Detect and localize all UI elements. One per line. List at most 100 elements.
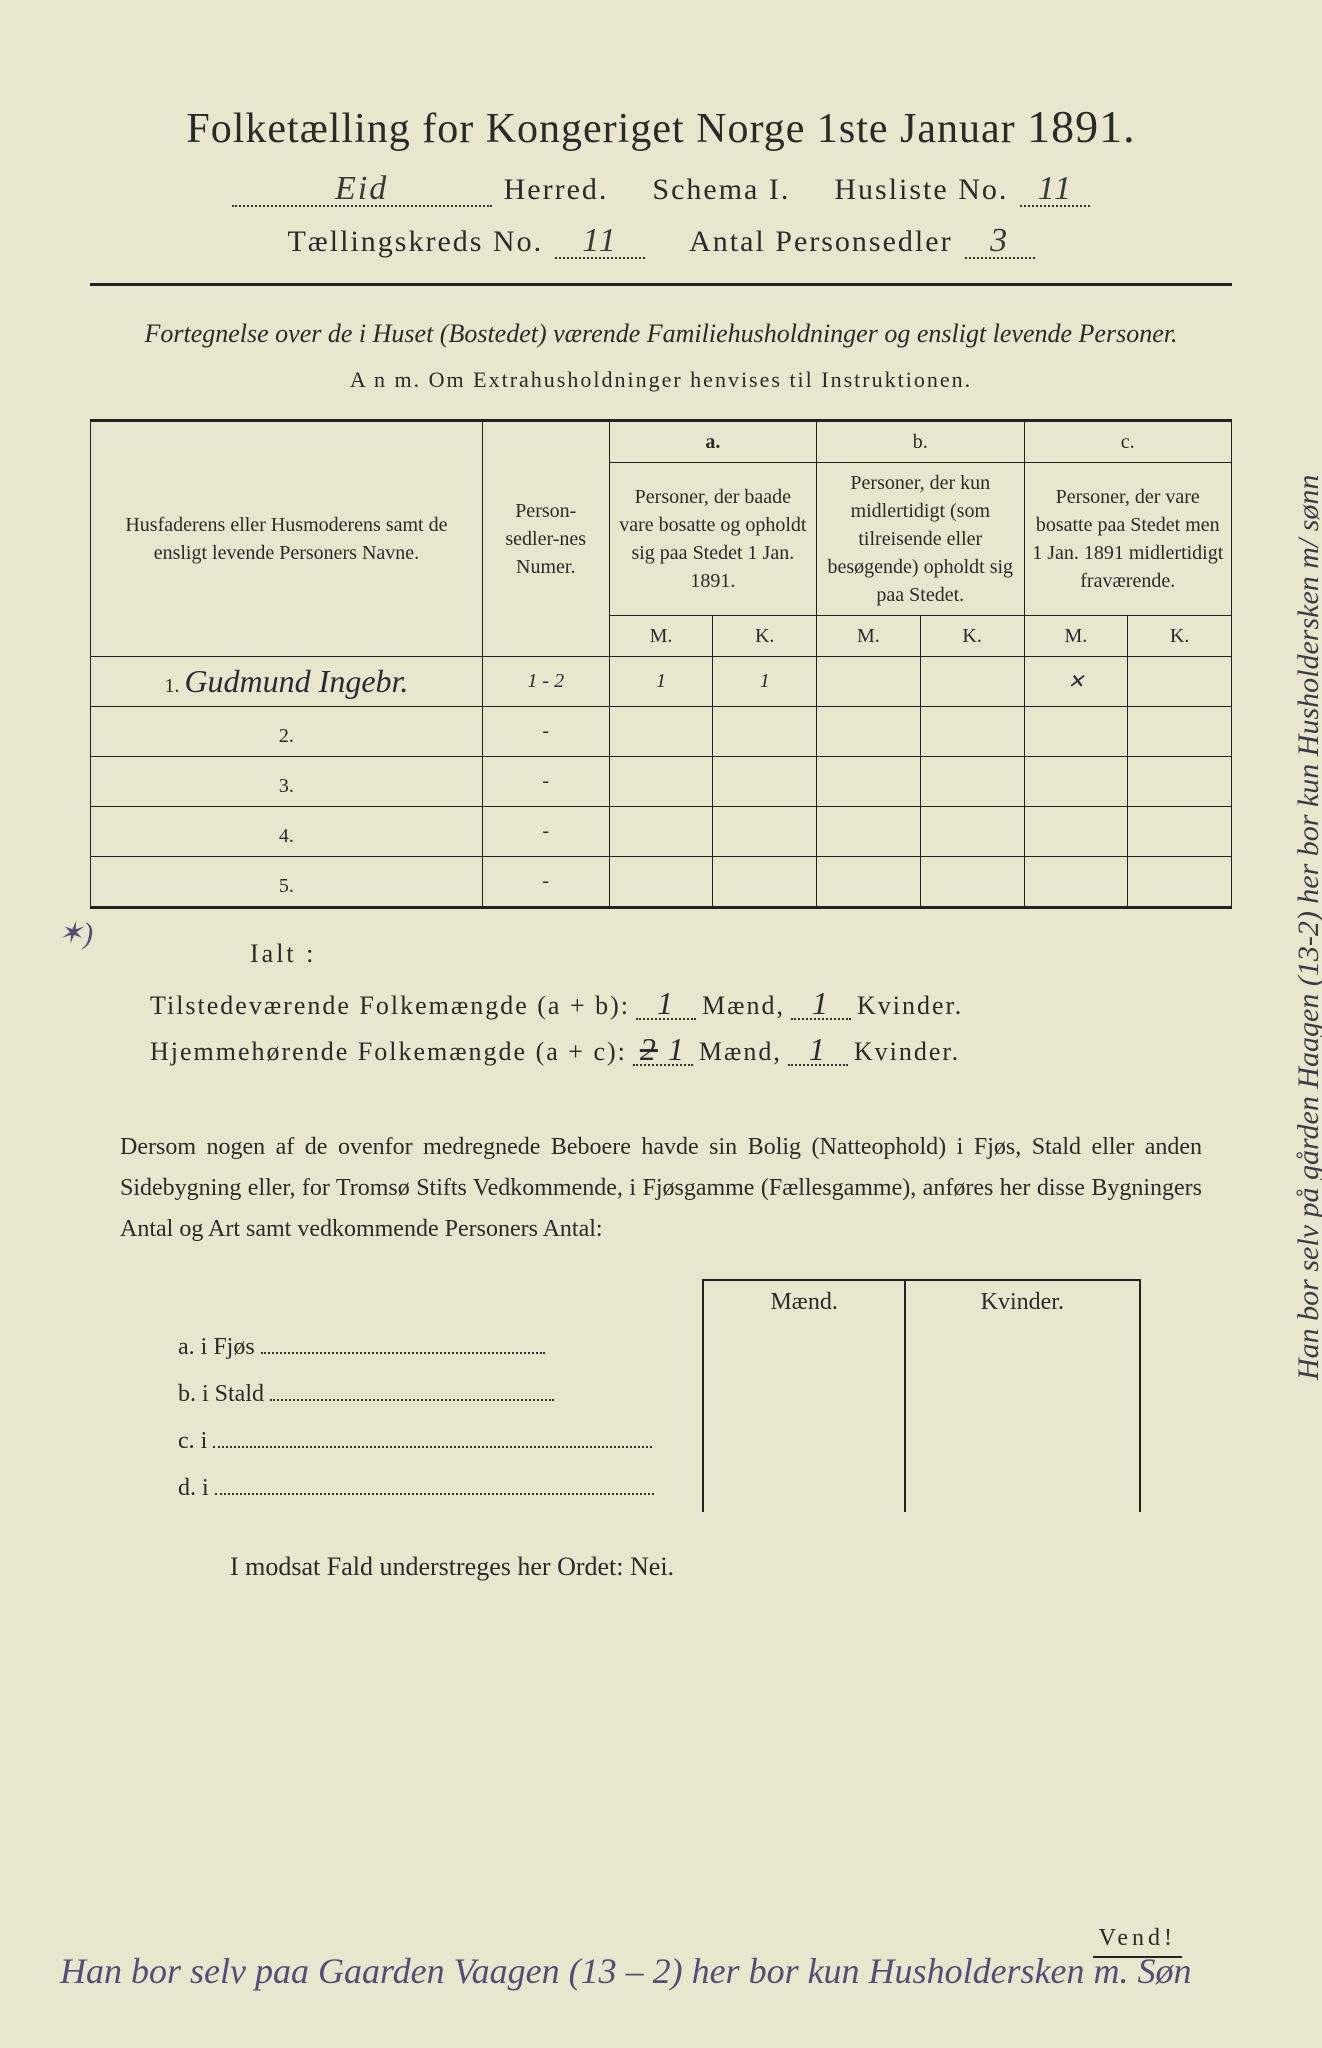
summary-2-m: 2 1 <box>633 1035 693 1066</box>
divider <box>90 283 1232 286</box>
col-b-m: M. <box>817 616 921 657</box>
cell-cK <box>1128 857 1232 908</box>
husliste-value: 11 <box>1020 174 1090 207</box>
row-num: 4. <box>91 807 483 857</box>
cell-aM: 1 <box>609 657 713 707</box>
col-b-label: b. <box>817 421 1024 463</box>
row-num: 2. <box>91 707 483 757</box>
col-a-label: a. <box>609 421 816 463</box>
vend-label: Vend! <box>1093 1925 1182 1958</box>
cell-cM <box>1024 807 1128 857</box>
cell-aM <box>609 807 713 857</box>
header-row-2: Tællingskreds No. 11 Antal Personsedler … <box>90 225 1232 259</box>
cell-bM <box>817 707 921 757</box>
page-title: Folketælling for Kongeriget Norge 1ste J… <box>90 100 1232 153</box>
cell-aK <box>713 807 817 857</box>
sub-row-c: c. i <box>170 1418 1140 1465</box>
cell-cK <box>1128 807 1232 857</box>
cell-aK <box>713 707 817 757</box>
table-row: 4. - <box>91 807 1232 857</box>
summary-line-2: Hjemmehørende Folkemængde (a + c): 2 1 M… <box>150 1035 1232 1067</box>
cell-aM <box>609 707 713 757</box>
table-row: 2. - <box>91 707 1232 757</box>
summary-line-1: Tilstedeværende Folkemængde (a + b): 1 M… <box>150 989 1232 1021</box>
col-num-header: Person-sedler-nes Numer. <box>482 421 609 657</box>
col-b-k: K. <box>920 616 1024 657</box>
kreds-label: Tællingskreds No. <box>287 225 543 259</box>
kvinder-2: Kvinder. <box>854 1037 960 1067</box>
cell-cM <box>1024 757 1128 807</box>
cell-bK <box>920 757 1024 807</box>
cell-bK <box>920 707 1024 757</box>
cell-cM: ✕ <box>1024 657 1128 707</box>
summary-2-k: 1 <box>788 1035 848 1066</box>
herred-value: Eid <box>232 174 492 207</box>
kvinder-1: Kvinder. <box>857 991 963 1021</box>
cell-num: - <box>482 707 609 757</box>
title-year: 1891. <box>1027 101 1136 152</box>
table-row: 5. - <box>91 857 1232 908</box>
cell-bM <box>817 857 921 908</box>
sub-row-a: a. i Fjøs <box>170 1324 1140 1371</box>
cell-cK <box>1128 757 1232 807</box>
summary-1-k: 1 <box>791 989 851 1020</box>
cell-cK <box>1128 707 1232 757</box>
cell-bM <box>817 757 921 807</box>
cell-cM <box>1024 707 1128 757</box>
main-table: Husfaderens eller Husmoderens samt de en… <box>90 419 1232 909</box>
sub-maend: Mænd. <box>703 1280 905 1324</box>
sub-row-b: b. i Stald <box>170 1371 1140 1418</box>
subtitle: Fortegnelse over de i Huset (Bostedet) v… <box>130 314 1192 353</box>
col-c-label: c. <box>1024 421 1232 463</box>
sedler-value: 3 <box>965 226 1035 259</box>
cell-aM <box>609 757 713 807</box>
cell-bM <box>817 807 921 857</box>
herred-label: Herred. <box>504 173 609 207</box>
col-c-m: M. <box>1024 616 1128 657</box>
body-paragraph: Dersom nogen af de ovenfor medregnede Be… <box>120 1127 1202 1249</box>
summary-1-label: Tilstedeværende Folkemængde (a + b): <box>150 991 630 1021</box>
cell-bM <box>817 657 921 707</box>
row-num: 1. Gudmund Ingebr. <box>91 657 483 707</box>
table-row: 3. - <box>91 757 1232 807</box>
row-num: 3. <box>91 757 483 807</box>
cell-bK <box>920 657 1024 707</box>
col-b-text: Personer, der kun midlertidigt (som tilr… <box>817 463 1024 616</box>
nei-line: I modsat Fald understreges her Ordet: Ne… <box>230 1552 1232 1582</box>
sedler-label: Antal Personsedler <box>689 225 952 259</box>
col-a-m: M. <box>609 616 713 657</box>
kreds-value: 11 <box>555 226 645 259</box>
sub-row-d: d. i <box>170 1465 1140 1512</box>
cell-aK <box>713 857 817 908</box>
summary-1-m: 1 <box>636 989 696 1020</box>
cell-cK <box>1128 657 1232 707</box>
maend-2: Mænd, <box>699 1037 782 1067</box>
cell-num: 1 - 2 <box>482 657 609 707</box>
row-star-mark: ✶) <box>58 916 93 951</box>
anm-note: A n m. Om Extrahusholdninger henvises ti… <box>90 367 1232 393</box>
table-row: 1. Gudmund Ingebr.1 - 211✕ <box>91 657 1232 707</box>
cell-aM <box>609 857 713 908</box>
header-row-1: Eid Herred. Schema I. Husliste No. 11 <box>90 173 1232 207</box>
schema-label: Schema I. <box>652 173 790 207</box>
maend-1: Mænd, <box>702 991 785 1021</box>
husliste-label: Husliste No. <box>834 173 1008 207</box>
sub-kvinder: Kvinder. <box>905 1280 1140 1324</box>
sub-table: Mænd. Kvinder. a. i Fjøs b. i Stald c. i… <box>170 1279 1141 1512</box>
col-a-k: K. <box>713 616 817 657</box>
cell-num: - <box>482 807 609 857</box>
col-c-k: K. <box>1128 616 1232 657</box>
cell-bK <box>920 857 1024 908</box>
summary-2-label: Hjemmehørende Folkemængde (a + c): <box>150 1037 627 1067</box>
cell-aK: 1 <box>713 657 817 707</box>
col-c-text: Personer, der vare bosatte paa Stedet me… <box>1024 463 1232 616</box>
title-text: Folketælling for Kongeriget Norge 1ste J… <box>186 106 1015 152</box>
cell-cM <box>1024 857 1128 908</box>
margin-handwritten-note: Han bor selv på gården Haagen (13-2) her… <box>1292 480 1322 1380</box>
cell-bK <box>920 807 1024 857</box>
bottom-handwritten-note: Han bor selv paa Gaarden Vaagen (13 – 2)… <box>60 1944 1222 1998</box>
col-name-header: Husfaderens eller Husmoderens samt de en… <box>91 421 483 657</box>
col-a-text: Personer, der baade vare bosatte og opho… <box>609 463 816 616</box>
ialt-label: Ialt : <box>250 939 1232 969</box>
cell-aK <box>713 757 817 807</box>
